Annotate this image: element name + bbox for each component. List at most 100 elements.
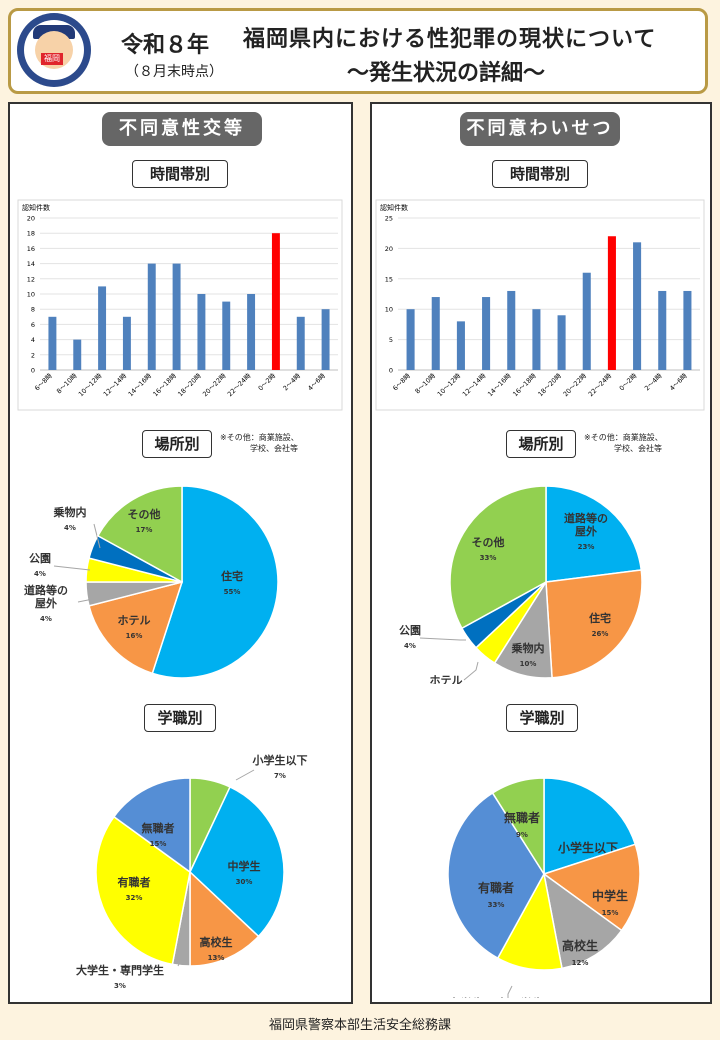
slice-percent: 4% [404,642,416,650]
slice-percent: 30% [236,878,253,886]
pie-slice [545,569,643,679]
mascot-badge-text: 福岡 [41,53,63,65]
slice-percent: 15% [150,840,167,848]
leader-line [507,985,513,998]
bar [172,263,181,370]
slice-percent: 3% [114,982,126,990]
bar [247,294,256,370]
bar [406,309,415,370]
slice-percent: 12% [572,959,589,967]
y-tick-label: 12 [27,275,35,283]
slice-percent: 23% [578,543,595,551]
bar [532,309,541,370]
header-banner: 福岡 令和８年 （８月末時点） 福岡県内における性犯罪の現状について ～発生状況… [8,8,708,94]
slice-percent: 10% [520,660,537,668]
y-tick-label: 16 [27,245,35,253]
bar [456,321,465,370]
slice-label: その他 [472,535,505,549]
footer-credit: 福岡県警察本部生活安全総務課 [268,1018,451,1033]
pie-slice [542,872,623,970]
bar [431,297,440,370]
leader-line [77,597,93,603]
panel-rape: 不同意性交等 時間帯別 認知件数 0 2 4 6 8 10 12 14 16 18 20 6～8時 8～1… [8,102,353,1004]
slice-percent: 33% [488,901,505,909]
slice-percent: 17% [136,526,153,534]
slice-label: 屋外 [575,524,597,538]
slice-percent: 33% [480,554,497,562]
slice-label: 無職者 [142,821,175,835]
slice-percent: 4% [64,524,76,532]
bar [683,290,692,370]
bar [147,263,156,370]
y-tick-label: 0 [389,367,393,375]
pie-slice [491,777,545,877]
leader-line [53,565,91,571]
bar [557,315,566,370]
bar [122,316,131,370]
place-note: ※その他：商業施設、 学校、会社等 [584,433,663,453]
report-year: 令和８年 [121,33,210,58]
pie-slice [189,785,285,938]
slice-percent: 26% [592,630,609,638]
section-job: 学職別 [144,704,216,732]
pie-slice [151,485,279,679]
y-tick-label: 0 [31,367,35,375]
pie-slice [543,777,637,876]
pie-chart-job-rape: 小学生以下 7% 中学生 30% 高校生 13% 大学生・専門学生 3% 有職者 32% 無職者 15… [76,753,308,990]
bar [48,316,57,370]
pie-slice [112,777,191,874]
slice-label: 大学生・専門学生 [448,996,544,998]
bar [582,272,591,370]
section-place: 場所別 [142,430,212,458]
section-time: 時間帯別 [492,160,588,188]
slice-label: 乗物内 [512,641,545,655]
pie-slice [496,871,563,971]
bar [271,233,280,370]
slice-percent: 13% [208,954,225,962]
pie-slice [449,485,547,630]
police-mascot-logo: 福岡 [17,13,91,87]
y-tick-label: 8 [31,306,35,314]
slice-label: 無職者 [504,810,540,825]
section-time: 時間帯別 [132,160,228,188]
slice-label: 有職者 [478,880,514,895]
pie-slice [542,843,641,932]
y-tick-label: 10 [385,306,393,314]
slice-label: 小学生以下 [558,840,618,855]
pie-slice [95,815,191,966]
slice-percent: 55% [224,588,241,596]
bar [321,309,330,370]
slice-percent: 9% [516,831,528,839]
slice-label: 住宅 [221,569,243,583]
leader-line [463,661,479,681]
as-of-date: （８月末時点） [125,64,223,80]
y-tick-label: 6 [31,321,35,329]
y-tick-label: 20 [385,245,393,253]
y-tick-label: 10 [27,291,35,299]
slice-percent: 7% [274,772,286,780]
slice-percent: 15% [602,909,619,917]
page-subtitle: ～発生状況の詳細～ [347,61,546,86]
bar [222,301,231,370]
slice-label: 中学生 [592,888,628,903]
slice-label: 住宅 [589,611,611,625]
slice-label: 大学生・専門学生 [76,963,164,977]
slice-label: その他 [128,507,161,521]
section-place: 場所別 [506,430,576,458]
y-tick-label: 18 [27,230,35,238]
panel-title: 不同意性交等 [102,112,262,146]
slice-label: 道路等の [24,583,68,597]
pie-slice [447,791,545,960]
slice-label: 公園 [399,624,421,637]
bar [296,316,305,370]
slice-percent: 4% [34,570,46,578]
bar [73,339,82,370]
chart-frame [375,199,705,411]
place-note: ※その他：商業施設、 学校、会社等 [220,433,299,453]
pie-slice [189,870,260,967]
bar [507,290,516,370]
slice-percent: 4% [40,615,52,623]
